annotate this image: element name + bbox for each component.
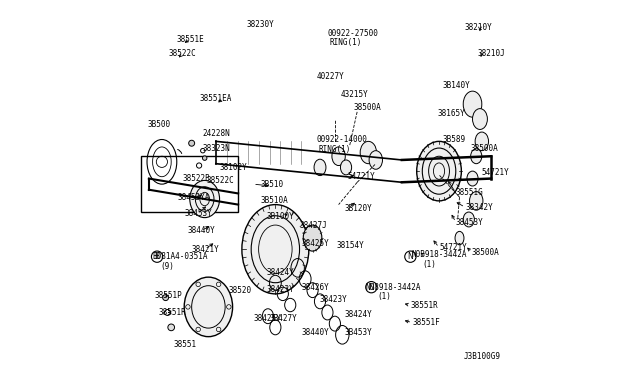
Text: 38230Y: 38230Y [246,20,275,29]
Text: 38551: 38551 [173,340,196,349]
Text: 24228N: 24228N [203,129,230,138]
Text: N08918-3442A: N08918-3442A [365,283,421,292]
Text: 38551F: 38551F [412,318,440,327]
Ellipse shape [470,149,482,164]
Text: 38323N: 38323N [203,144,230,153]
Text: 3B120Y: 3B120Y [344,204,372,213]
Text: 38423Y: 38423Y [320,295,348,304]
Circle shape [168,324,175,331]
Text: 38500A: 38500A [472,248,500,257]
Ellipse shape [369,151,383,169]
Text: 00922-27500: 00922-27500 [328,29,378,38]
Circle shape [163,295,168,301]
Text: N0B918-3442A: N0B918-3442A [411,250,467,259]
Ellipse shape [470,192,483,210]
Text: 38424Y: 38424Y [266,268,294,277]
Text: 38342Y: 38342Y [465,203,493,212]
Ellipse shape [303,225,322,251]
Text: 38453Y: 38453Y [184,209,212,218]
Ellipse shape [455,231,464,245]
Text: 54721Y: 54721Y [439,243,467,252]
Text: 38551G: 38551G [456,188,484,197]
Text: 38210J: 38210J [477,49,506,58]
Text: 38551EA: 38551EA [199,94,232,103]
Text: 38423Y: 38423Y [266,285,294,294]
Text: 38427J: 38427J [300,221,327,230]
Text: 38425Y: 38425Y [253,314,281,323]
Text: 38421Y: 38421Y [191,245,220,254]
Text: 43215Y: 43215Y [340,90,368,99]
Text: 38520: 38520 [229,286,252,295]
Ellipse shape [184,277,232,337]
Ellipse shape [475,132,488,151]
Text: 3B100Y: 3B100Y [266,212,294,221]
Text: 38165Y: 38165Y [437,109,465,118]
Text: RING(1): RING(1) [318,145,351,154]
Ellipse shape [472,109,488,129]
Ellipse shape [332,147,346,166]
Text: 38551P: 38551P [154,291,182,300]
Text: 00922-14000: 00922-14000 [316,135,367,144]
Text: RING(1): RING(1) [330,38,362,47]
Bar [141,156,238,212]
Ellipse shape [417,141,461,201]
Text: B: B [154,252,159,261]
Ellipse shape [242,205,309,294]
Text: J3B100G9: J3B100G9 [463,352,500,361]
Text: 38440Y: 38440Y [301,328,329,337]
Text: 38425Y: 38425Y [301,239,329,248]
Text: 40227Y: 40227Y [316,72,344,81]
Text: 38522C: 38522C [168,49,196,58]
Text: 3B453Y: 3B453Y [344,328,372,337]
Text: 38551R: 38551R [158,308,186,317]
Text: 3B589: 3B589 [442,135,465,144]
Ellipse shape [463,91,482,117]
Text: (1): (1) [422,260,436,269]
Text: (1): (1) [378,292,392,301]
Text: 54721Y: 54721Y [482,169,509,177]
Text: 3B500: 3B500 [147,120,170,129]
Text: 3B510A: 3B510A [260,196,288,205]
Text: 38154Y: 38154Y [337,241,365,250]
Text: 38424Y: 38424Y [344,310,372,319]
Text: 38522C: 38522C [207,176,234,185]
Text: 38210Y: 38210Y [465,23,492,32]
Text: 38522B: 38522B [182,174,210,183]
Text: 38440Y: 38440Y [188,226,216,235]
Text: 38500A: 38500A [353,103,381,112]
Ellipse shape [360,141,376,164]
Text: N: N [369,283,374,292]
Text: 54721Y: 54721Y [348,172,376,181]
Ellipse shape [190,180,220,218]
Text: 38551R: 38551R [410,301,438,310]
Text: (9): (9) [160,262,174,271]
Ellipse shape [467,171,478,186]
Ellipse shape [463,212,474,227]
Ellipse shape [340,160,351,175]
Text: 3B140Y: 3B140Y [442,81,470,90]
Circle shape [202,156,207,160]
Ellipse shape [314,159,326,176]
Text: 38102Y: 38102Y [220,163,247,172]
Text: 3B510: 3B510 [260,180,284,189]
Text: 38500A: 38500A [470,144,499,153]
Text: B081A4-0351A: B081A4-0351A [152,252,208,261]
Text: 38426Y: 38426Y [301,283,329,292]
Text: 38551E: 38551E [176,35,204,44]
Circle shape [189,140,195,146]
Text: 3B427Y: 3B427Y [270,314,298,323]
Text: N: N [408,252,413,261]
Text: 38453YA: 38453YA [178,193,211,202]
Text: 38453Y: 38453Y [456,218,484,227]
